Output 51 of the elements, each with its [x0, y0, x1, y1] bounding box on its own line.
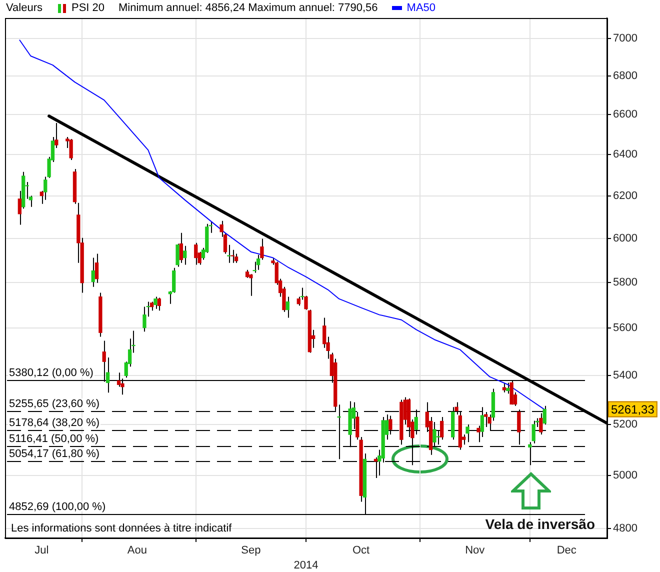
x-tick-label: Oct	[352, 544, 370, 557]
ref-line-label: 5116,41 (50,00 %)	[9, 433, 99, 446]
candlestick	[337, 404, 341, 460]
y-tick-label: 6400	[613, 148, 638, 161]
candlestick	[194, 242, 198, 266]
legend-label: MA50	[406, 1, 436, 16]
candlestick	[256, 254, 260, 270]
x-tick-label: Jul	[34, 544, 49, 557]
candlestick	[249, 274, 253, 296]
ref-line-label: 5054,17 (61,80 %)	[9, 448, 100, 460]
y-tick-label: 6000	[613, 232, 638, 245]
x-tick-label: Aou	[127, 544, 147, 557]
legend-title: Valeurs	[6, 1, 42, 16]
candlestick	[44, 176, 48, 200]
y-tick-label: 5800	[613, 276, 638, 289]
x-tick-label: Dec	[556, 544, 577, 557]
text: 5261,33	[611, 402, 655, 417]
candlestick	[227, 244, 231, 264]
legend-label: PSI 20	[71, 1, 105, 16]
y-tick-label: 5600	[613, 322, 638, 334]
y-tick-label: 7000	[613, 32, 638, 44]
ref-line-label: 4852,69 (100,00 %)	[9, 501, 106, 514]
y-tick-label: 5200	[613, 418, 638, 431]
candlestick	[502, 382, 506, 393]
annotation: Vela de inversão	[485, 516, 595, 532]
candlestick	[154, 296, 158, 310]
candlestick	[183, 245, 187, 266]
candlestick	[179, 232, 184, 264]
x-tick-label: Sep	[241, 544, 261, 557]
annotation: Les informations sont données à titre indicatif	[11, 522, 233, 535]
candlestick	[69, 138, 73, 160]
candlestick	[142, 306, 146, 332]
y-tick-label: 5400	[613, 369, 638, 382]
ref-line-label: 5380,12 (0,00 %)	[9, 367, 94, 380]
candlestick	[230, 249, 234, 264]
candlestick	[234, 253, 238, 264]
candlestick	[157, 297, 161, 312]
chart-subtitle: Minimum annuel: 4856,24 Maximum annuel: 7790,56	[118, 1, 378, 16]
candlestick	[322, 317, 326, 348]
candlestick	[286, 296, 290, 318]
ref-line-label: 5178,64 (38,20 %)	[9, 417, 100, 430]
y-tick-label: 6200	[613, 190, 638, 202]
ref-line-label: 5255,65 (23,60 %)	[9, 398, 100, 410]
x-tick-label: Nov	[465, 544, 486, 557]
y-tick-label: 6600	[613, 108, 638, 121]
y-tick-label: 6800	[613, 70, 638, 82]
x-axis-title: 2014	[294, 559, 318, 572]
y-tick-label: 4800	[613, 522, 638, 535]
candlestick	[91, 257, 95, 288]
y-tick-label: 5000	[613, 469, 638, 482]
candlestick	[94, 253, 99, 284]
